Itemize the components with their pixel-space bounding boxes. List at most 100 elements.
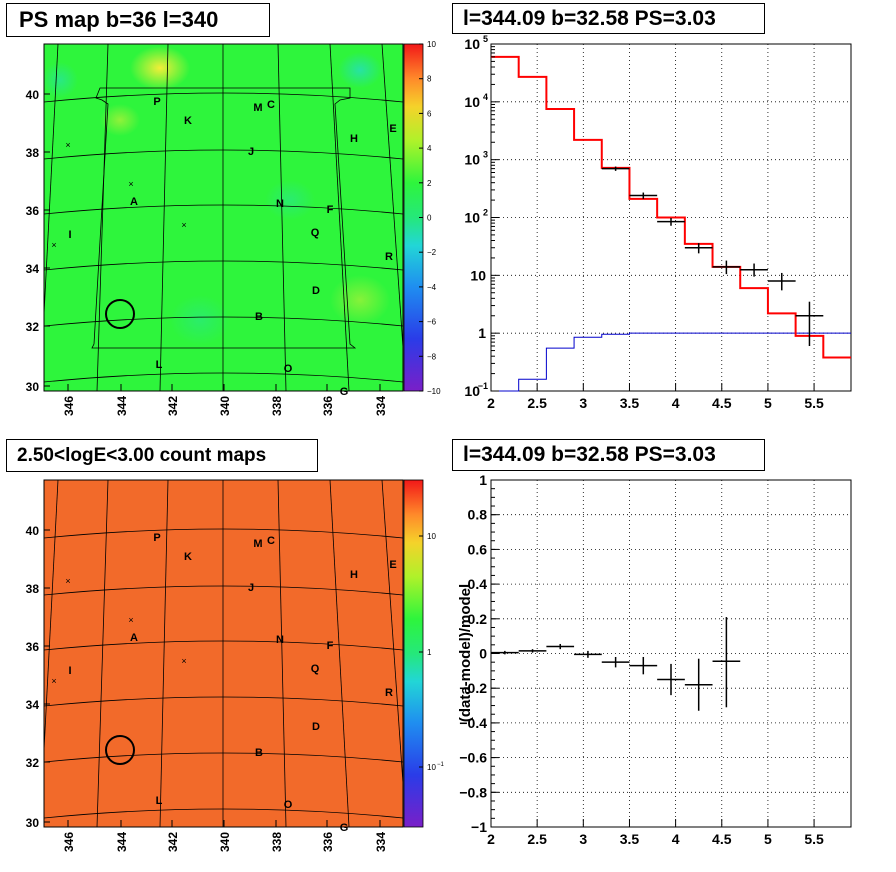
source-cross: × [128,179,133,189]
source-label-c: C [267,535,275,547]
map-xtick-label: 342 [166,832,180,852]
residual-xtick-label: 3 [579,831,587,847]
residual-panel: 1 0.8 0.6 0.4 0.2 0 −0.2 −0.4 −0.6 −0.8 −12 2.5 3 3.5… [457,472,852,847]
map-xtick-label: 346 [62,396,76,416]
ps-colorbar-tick: −6 [427,318,437,327]
source-label-l: L [156,359,163,371]
source-label-m: M [253,538,262,550]
source-cross: × [51,240,56,250]
map-xtick-label: 344 [115,396,129,416]
source-label-q: Q [311,227,320,239]
spectrum-ytick-exponent: 5 [483,34,488,44]
ps-colorbar-tick: −4 [427,283,437,292]
ps-map-title: PS map b=36 l=340 [6,3,270,37]
ps-colorbar-tick: −10 [427,387,441,396]
map-ytick-label: 34 [26,698,40,712]
spectrum-ytick-label: 10 [470,267,486,283]
map-ytick-label: 34 [26,262,40,276]
spectrum-ytick-exponent: 3 [483,150,488,160]
source-label-f: F [327,204,334,216]
residual-data-point [601,656,630,668]
map-xtick-label: 336 [321,396,335,416]
residual-ytick-label: 0.4 [468,576,488,592]
ps-colorbar-tick: −8 [427,352,437,361]
spectrum-xtick-label: 2.5 [527,395,547,411]
residual-ytick-label: 0.8 [468,507,488,523]
background-model-line [491,332,851,392]
spectrum-xtick-label: 2 [487,395,495,411]
spectrum-data-point [795,301,824,346]
map-ytick-label: 40 [26,524,40,538]
residual-title: l=344.09 b=32.58 PS=3.03 [452,439,765,471]
spectrum-ytick-exponent: 4 [483,92,488,102]
source-label-o: O [284,363,293,375]
residual-ytick-label: 0 [479,646,487,662]
residual-data-point [657,663,685,696]
source-label-o: O [284,799,293,811]
spectrum-data-point [740,263,768,277]
residual-data-point [491,650,519,655]
ps-colorbar-tick: 6 [427,109,432,118]
residual-ytick-label: 0.2 [468,611,488,627]
ps-colorbar-tick: 2 [427,179,432,188]
residual-ylabel: (data-model)/model [457,584,474,722]
map-ytick-label: 32 [26,756,40,770]
map-xtick-label: 340 [218,832,232,852]
residual-xtick-label: 4 [672,831,680,847]
residual-ytick-label: −0.6 [459,750,487,766]
residual-xtick-label: 5 [764,831,772,847]
source-label-j: J [248,582,254,594]
map-ytick-label: 40 [26,88,40,102]
spectrum-xtick-label: 3 [579,395,587,411]
residual-ytick-label: −0.8 [459,784,487,800]
spectrum-ytick-label: 10 [464,383,480,399]
spectrum-xtick-label: 4 [672,395,680,411]
count-map-field [44,480,403,827]
source-cross: × [51,676,56,686]
source-label-q: Q [311,663,320,675]
spectrum-data-point [767,272,796,291]
source-cross: × [128,615,133,625]
map-xtick-label: 336 [321,832,335,852]
source-label-r: R [385,251,393,263]
residual-data-point [546,643,575,650]
source-label-m: M [253,102,262,114]
spectrum-data-point [657,218,685,226]
residual-xtick-label: 2.5 [527,831,547,847]
spectrum-ytick-label: 10 [464,210,480,226]
count-map-colorbar [404,480,423,827]
map-xtick-label: 334 [374,832,388,852]
residual-xtick-label: 5.5 [804,831,824,847]
count-map-title: 2.50<logE<3.00 count maps [6,439,318,472]
spectrum-ytick-exponent: −1 [478,381,488,391]
map-ytick-label: 36 [26,204,40,218]
residual-ytick-label: −1 [471,819,487,835]
ps-map-structure [44,46,390,345]
spectrum-xtick-label: 5 [764,395,772,411]
residual-data-point [629,656,658,675]
map-xtick-label: 340 [218,396,232,416]
residual-ytick-label: 0.6 [468,541,488,557]
spectrum-ytick-label: 1 [478,325,486,341]
spectrum-data-point [629,192,658,199]
source-label-e: E [389,559,396,571]
source-label-f: F [327,640,334,652]
ps-map-source-circle [105,299,135,329]
residual-data-point [518,649,547,653]
count-colorbar-exp: −1 [437,762,445,768]
ps-colorbar-tick: −2 [427,248,437,257]
spectrum-ytick-exponent: 2 [483,208,488,218]
ps-map-panel: 10 8 6 4 2 0 −2 −4 −6 −8 −10 40 38 36 34 32 30 346 344 342… [26,40,441,416]
source-label-i: I [68,229,71,241]
residual-data-point [684,658,713,711]
spectrum-xtick-label: 5.5 [804,395,824,411]
source-label-p: P [153,96,160,108]
source-cross: × [65,140,70,150]
ps-colorbar-tick: 0 [427,214,432,223]
residual-ytick-label: −0.4 [459,715,487,731]
source-label-p: P [153,532,160,544]
spectrum-ytick-label: 10 [464,152,480,168]
residual-xtick-label: 2 [487,831,495,847]
map-xtick-label: 338 [270,396,284,416]
